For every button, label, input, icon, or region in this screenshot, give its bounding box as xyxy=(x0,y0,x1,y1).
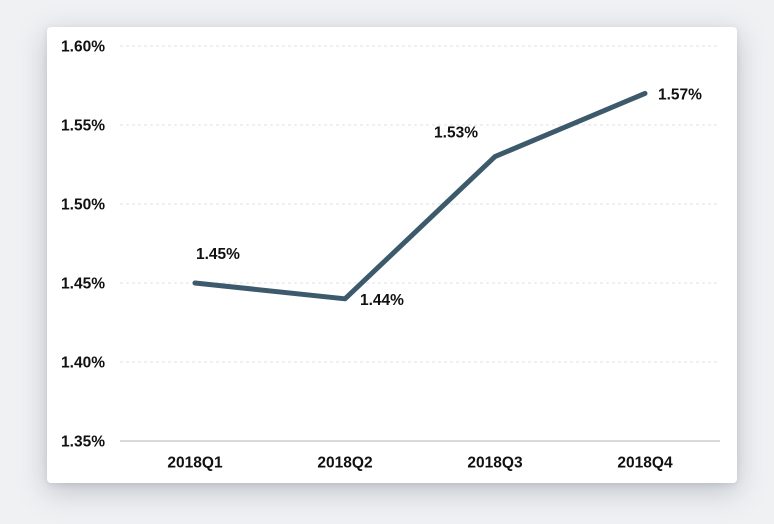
y-axis-tick-label: 1.45% xyxy=(61,276,105,293)
x-axis-tick-label: 2018Q1 xyxy=(167,455,223,472)
x-axis-tick-label: 2018Q4 xyxy=(617,455,673,472)
y-axis-tick-label: 1.50% xyxy=(61,197,105,214)
data-label: 1.44% xyxy=(360,292,404,309)
x-axis-tick-label: 2018Q3 xyxy=(467,455,523,472)
chart-card: 1.35% 1.40% 1.45% 1.50% 1.55% 1.60% 2018Q1 2018… xyxy=(47,27,737,483)
line-chart: 1.35% 1.40% 1.45% 1.50% 1.55% 1.60% 2018Q1 2018… xyxy=(61,39,720,472)
y-axis-tick-label: 1.60% xyxy=(61,39,105,56)
series-line xyxy=(192,90,648,302)
data-label: 1.45% xyxy=(196,246,240,263)
x-axis-tick-label: 2018Q2 xyxy=(317,455,372,472)
data-label: 1.57% xyxy=(658,86,702,103)
data-label: 1.53% xyxy=(434,125,478,142)
y-axis-tick-label: 1.40% xyxy=(61,355,105,372)
y-axis-tick-label: 1.35% xyxy=(61,434,105,451)
y-axis-tick-label: 1.55% xyxy=(61,118,105,135)
